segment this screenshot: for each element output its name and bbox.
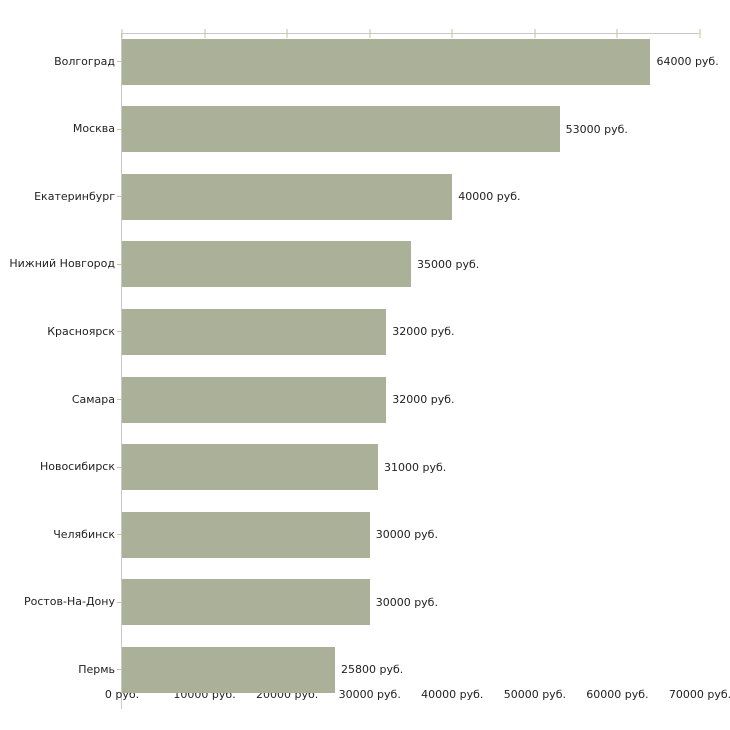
chart-row: Красноярск 32000 руб. <box>47 304 700 372</box>
bar-line: 53000 руб. <box>122 106 700 153</box>
x-axis-tick-label: 30000 руб. <box>338 688 401 701</box>
chart-row: Новосибирск 31000 руб. <box>40 440 700 508</box>
x-axis-tick-label: 60000 руб. <box>586 688 649 701</box>
category-tick <box>117 466 122 468</box>
bar <box>122 511 370 558</box>
value-label: 53000 руб. <box>565 122 628 136</box>
category-label: Самара <box>71 392 115 406</box>
chart-row: Нижний Новгород 35000 руб. <box>9 237 700 305</box>
category-tick <box>117 196 122 198</box>
value-label: 32000 руб. <box>392 325 455 339</box>
x-axis-tick <box>286 29 288 38</box>
x-axis-tick <box>534 29 536 38</box>
value-label: 30000 руб. <box>375 528 438 542</box>
category-tick <box>117 534 122 536</box>
category-label: Москва <box>72 122 115 136</box>
bar-line: 64000 руб. <box>122 38 719 85</box>
category-tick <box>117 601 122 603</box>
category-label: Екатеринбург <box>34 189 115 203</box>
value-label: 40000 руб. <box>458 190 521 204</box>
plot-area: 0 руб. 10000 руб. 20000 руб. 30000 руб. 4000… <box>9 29 730 710</box>
category-tick <box>117 61 122 63</box>
x-axis-tick <box>121 29 123 38</box>
value-label: 30000 руб. <box>375 595 438 609</box>
category-label: Волгоград <box>54 54 115 68</box>
chart-row: Екатеринбург 40000 руб. <box>34 169 700 237</box>
x-axis-tick <box>616 29 618 38</box>
x-axis-tick <box>369 29 371 38</box>
bars-container: Волгоград 64000 руб. Москва 53000 руб. Екате… <box>9 34 719 710</box>
bar <box>122 173 453 220</box>
bar-line: 25800 руб. <box>122 646 700 693</box>
x-axis-tick <box>699 29 701 38</box>
category-label: Челябинск <box>53 527 115 541</box>
bar <box>122 106 560 153</box>
chart-row: Пермь 25800 руб. <box>78 642 700 710</box>
chart-row: Москва 53000 руб. <box>73 102 700 170</box>
x-axis-tick <box>451 29 453 38</box>
chart-row: Челябинск 30000 руб. <box>53 507 700 575</box>
x-axis-tick-label: 40000 руб. <box>421 688 484 701</box>
category-tick <box>117 128 122 130</box>
bar-line: 32000 руб. <box>122 376 700 423</box>
bar <box>122 646 336 693</box>
chart-row: Самара 32000 руб. <box>72 372 700 440</box>
chart-row: Волгоград 64000 руб. <box>54 34 719 102</box>
value-label: 25800 руб. <box>341 663 404 677</box>
bar-line: 30000 руб. <box>122 579 700 626</box>
chart-row: Ростов-На-Дону 30000 руб. <box>24 575 700 643</box>
x-axis-tick-label: 50000 руб. <box>503 688 566 701</box>
bar <box>122 308 387 355</box>
category-tick <box>117 399 122 401</box>
value-label: 31000 руб. <box>383 460 447 474</box>
category-label: Красноярск <box>47 324 115 338</box>
bar <box>122 38 651 85</box>
value-label: 32000 руб. <box>392 393 455 407</box>
bar <box>122 376 387 423</box>
category-tick <box>117 263 122 265</box>
bar-line: 32000 руб. <box>122 308 700 355</box>
bar <box>122 444 378 491</box>
category-tick <box>117 331 122 333</box>
value-label: 35000 руб. <box>417 257 480 271</box>
category-label: Нижний Новгород <box>9 257 115 271</box>
category-label: Новосибирск <box>39 460 115 474</box>
x-axis-tick-label: 70000 руб. <box>668 688 730 701</box>
bar <box>122 241 411 288</box>
category-tick <box>117 669 122 671</box>
bar-line: 35000 руб. <box>122 241 700 288</box>
category-label: Пермь <box>78 662 115 676</box>
value-label: 64000 руб. <box>656 55 719 69</box>
category-label: Ростов-На-Дону <box>23 595 115 609</box>
bar-line: 40000 руб. <box>122 173 700 220</box>
bar-line: 31000 руб. <box>122 444 700 491</box>
bar-line: 30000 руб. <box>122 511 700 558</box>
x-axis-tick <box>204 29 206 38</box>
bar <box>122 579 370 626</box>
